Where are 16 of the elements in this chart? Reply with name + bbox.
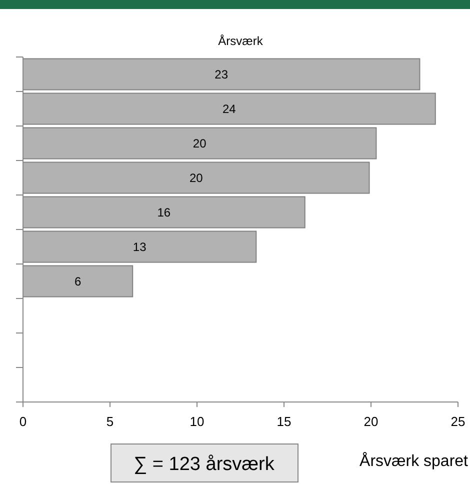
- x-axis-title: Årsværk sparet: [360, 452, 469, 470]
- data-label: 6: [74, 274, 82, 288]
- x-tick-label: 5: [106, 414, 114, 429]
- data-label: 24: [222, 102, 236, 116]
- x-tick-label: 0: [19, 414, 27, 429]
- data-label: 13: [132, 240, 147, 254]
- data-label: 20: [189, 170, 204, 185]
- x-tick-label: 25: [450, 414, 466, 429]
- x-tick-label: 10: [190, 414, 204, 429]
- x-tick-label: 20: [364, 414, 378, 429]
- text: ∑ = 123 årsværk: [134, 454, 275, 475]
- x-tick-label: 15: [276, 414, 292, 429]
- chart-title: Årsværk: [218, 34, 264, 48]
- data-label: 23: [214, 67, 228, 82]
- data-label: 16: [157, 205, 171, 220]
- data-label: 20: [192, 136, 207, 150]
